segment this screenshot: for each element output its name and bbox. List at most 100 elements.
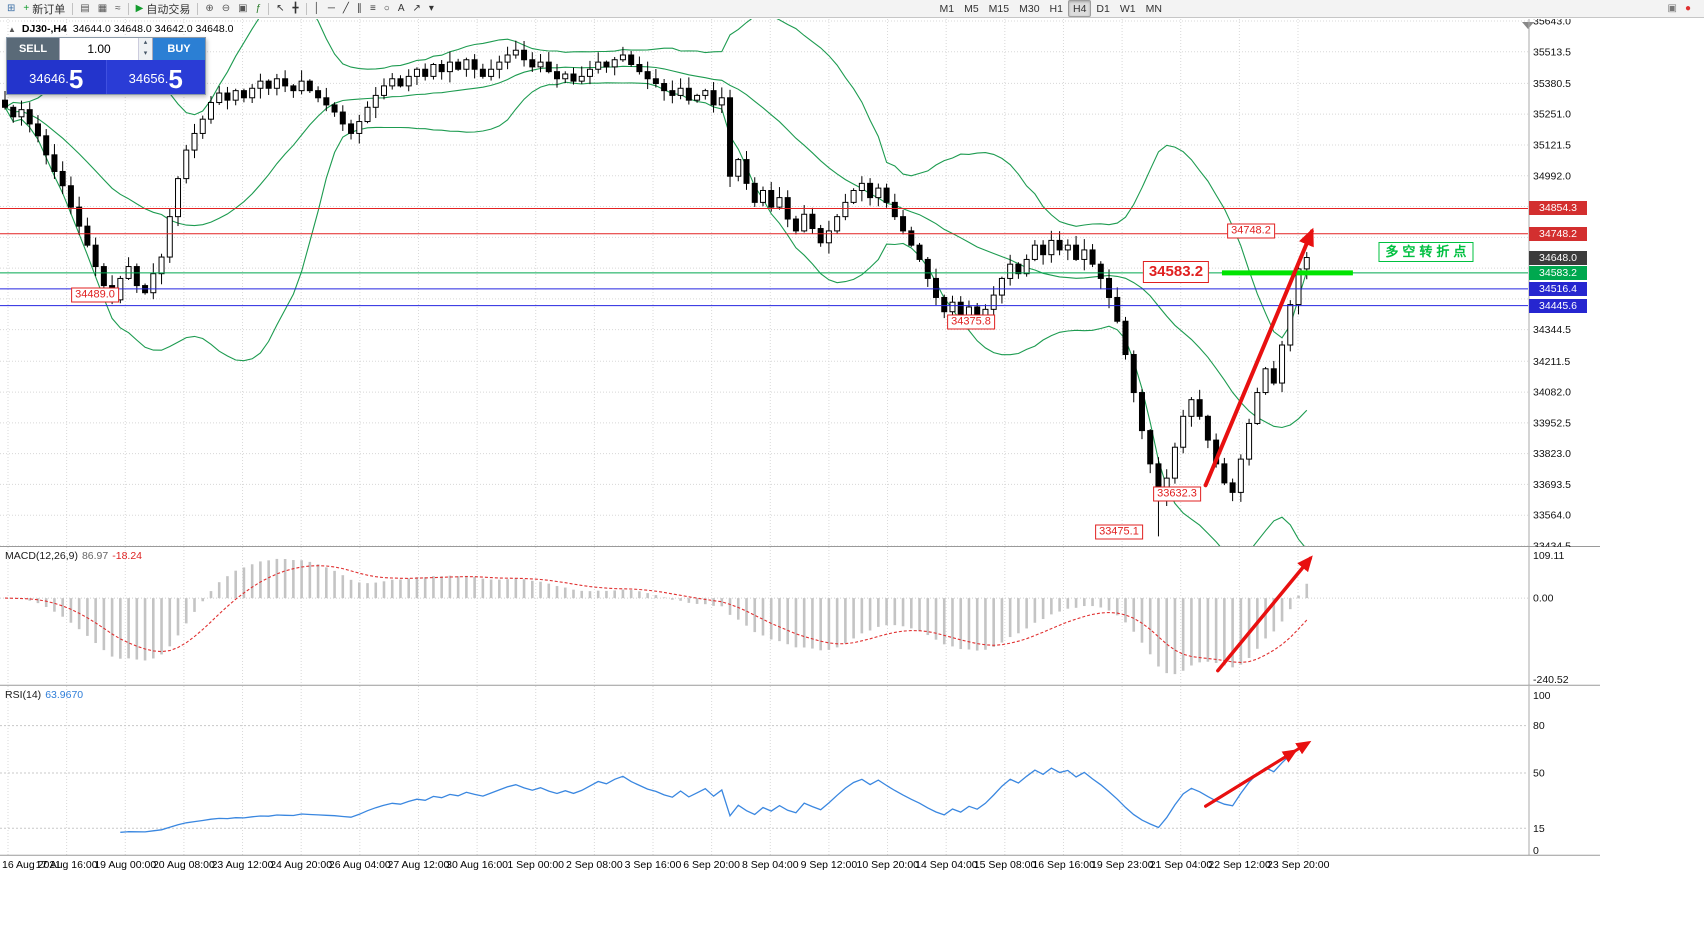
time-label: 23 Aug 12:00	[211, 859, 274, 871]
horizontal-line-button[interactable]: ─	[324, 0, 339, 17]
svg-text:0.00: 0.00	[1533, 593, 1554, 605]
text-icon: A	[397, 3, 405, 14]
ellipse-icon: ○	[383, 3, 390, 14]
price-label[interactable]: 33632.3	[1153, 486, 1201, 502]
tile-windows-button[interactable]: ▣	[234, 0, 251, 17]
colors-dropdown[interactable]: ▾	[425, 0, 438, 17]
toolbar-right-group: ▣ ●	[1664, 0, 1696, 17]
horizontal-line-icon: ─	[327, 3, 335, 14]
chart-candles-button[interactable]: ▦	[94, 0, 111, 17]
turning-point-note[interactable]: 多空转折点	[1378, 241, 1474, 262]
tf-button-D1[interactable]: D1	[1096, 2, 1110, 15]
chart-bars-icon: ▤	[80, 3, 90, 14]
new-order-button-label: 新订单	[32, 3, 66, 16]
zoom-out-button[interactable]: ⊖	[218, 0, 234, 17]
indicators-icon: ƒ	[255, 3, 262, 14]
fibonacci-button[interactable]: ≡	[366, 0, 380, 17]
tf-button-M30[interactable]: M30	[1019, 2, 1040, 15]
alerts-button[interactable]: ●	[1681, 0, 1695, 17]
price-label[interactable]: 34748.2	[1227, 223, 1275, 239]
macd-panel-canvas[interactable]: 109.11 0.00 -240.52	[0, 547, 1600, 686]
tf-button-H1[interactable]: H1	[1049, 2, 1063, 15]
price-label-large[interactable]: 34583.2	[1142, 261, 1210, 284]
timeframe-group: M1 M5 M15 M30 H1 H4 D1 W1 MN	[934, 0, 1166, 17]
time-label: 19 Sep 23:00	[1091, 859, 1154, 871]
time-label: 20 Aug 08:00	[152, 859, 215, 871]
indicators-button[interactable]: ƒ	[252, 0, 266, 17]
rsi-panel-canvas[interactable]: 100 0 80 50 15	[0, 686, 1600, 856]
svg-text:33952.5: 33952.5	[1533, 417, 1571, 429]
toolbar-left-group: ⊞ + 新订单 ▤ ▦ ≈ ▶ 自动交易 ⊕ ⊖ ▣ ƒ ↖ ╋ │ ─ ╱ ∥ ≡ ○ A ↗ ▾	[3, 0, 438, 17]
tile-windows-icon: ▣	[238, 3, 248, 14]
crosshair-icon: ╋	[292, 3, 299, 14]
rsi-value: 63.9670	[45, 689, 84, 701]
svg-text:35251.0: 35251.0	[1533, 109, 1571, 121]
text-button[interactable]: A	[394, 0, 409, 17]
time-axis[interactable]: 16 Aug 2021 17 Aug 16:00 19 Aug 00:00 20 Au…	[0, 857, 1600, 875]
volume-control: ▴ ▾	[59, 38, 153, 60]
tf-button-MN[interactable]: MN	[1145, 2, 1162, 15]
vertical-line-button[interactable]: │	[310, 0, 324, 17]
volume-input[interactable]	[60, 38, 138, 60]
svg-text:35513.5: 35513.5	[1533, 46, 1571, 58]
svg-text:109.11: 109.11	[1533, 550, 1564, 562]
main-chart-canvas[interactable]: 35643.0 35513.5 35380.5 35251.0 35121.5 34992…	[0, 19, 1600, 547]
time-label: 27 Aug 12:00	[387, 859, 450, 871]
docs-button[interactable]: ▣	[1664, 0, 1681, 17]
chart-bars-button[interactable]: ▤	[76, 0, 93, 17]
tf-button-M1[interactable]: M1	[939, 2, 955, 15]
cursor-button[interactable]: ↖	[272, 0, 288, 17]
time-label: 22 Sep 12:00	[1208, 859, 1271, 871]
tf-button-M15[interactable]: M15	[988, 2, 1010, 15]
crosshair-button[interactable]: ╋	[289, 0, 303, 17]
svg-text:33693.5: 33693.5	[1533, 479, 1571, 491]
channel-button[interactable]: ∥	[353, 0, 366, 17]
volume-down-button[interactable]: ▾	[139, 49, 152, 60]
svg-text:34211.5: 34211.5	[1533, 356, 1570, 368]
macd-main-value: 86.97	[81, 550, 109, 562]
svg-text:-240.52: -240.52	[1533, 674, 1569, 686]
toolbar-separator	[127, 2, 129, 15]
time-label: 15 Sep 08:00	[973, 859, 1037, 871]
price-label[interactable]: 34375.8	[947, 314, 995, 330]
vertical-line-icon: │	[313, 3, 320, 14]
zoom-in-icon: ⊕	[205, 3, 214, 14]
macd-label-text: MACD(12,26,9)	[5, 550, 78, 562]
buy-price-big-digit: 5	[168, 64, 183, 94]
collapse-icon[interactable]: ▲	[8, 24, 16, 34]
time-label: 3 Sep 16:00	[624, 859, 682, 871]
new-order-button[interactable]: + 新订单	[19, 0, 69, 17]
svg-text:33823.0: 33823.0	[1533, 448, 1571, 460]
tf-button-H4[interactable]: H4	[1067, 0, 1092, 17]
volume-up-button[interactable]: ▴	[139, 38, 152, 49]
sell-price-display[interactable]: 34646. 5	[7, 60, 107, 94]
svg-text:80: 80	[1533, 720, 1545, 732]
auto-trading-button[interactable]: ▶ 自动交易	[132, 0, 195, 17]
buy-price-display[interactable]: 34656. 5	[106, 60, 205, 94]
tf-button-M5[interactable]: M5	[964, 2, 979, 15]
chart-line-button[interactable]: ≈	[111, 0, 125, 17]
new-chart-button[interactable]: ⊞	[3, 0, 19, 17]
toolbar-separator	[268, 2, 270, 15]
tf-button-W1[interactable]: W1	[1119, 2, 1136, 15]
toolbar: ⊞ + 新订单 ▤ ▦ ≈ ▶ 自动交易 ⊕ ⊖ ▣ ƒ ↖ ╋ │ ─ ╱ ∥ ≡ ○ A ↗ ▾ M1 M5 M15 M30 H…	[0, 0, 1704, 18]
svg-text:100: 100	[1533, 690, 1551, 702]
time-label: 24 Aug 20:00	[270, 859, 333, 871]
sell-button[interactable]: SELL	[7, 38, 59, 60]
price-label[interactable]: 34489.0	[71, 287, 119, 303]
zoom-in-button[interactable]: ⊕	[201, 0, 217, 17]
time-label: 16 Sep 16:00	[1032, 859, 1095, 871]
time-label: 19 Aug 00:00	[94, 859, 157, 871]
arrow-tool-button[interactable]: ↗	[409, 0, 425, 17]
svg-text:35380.5: 35380.5	[1533, 78, 1571, 90]
time-label: 10 Sep 20:00	[856, 859, 920, 871]
svg-text:15: 15	[1533, 823, 1545, 835]
svg-text:33434.5: 33434.5	[1533, 541, 1571, 548]
trendline-icon: ╱	[342, 3, 349, 14]
buy-button[interactable]: BUY	[153, 38, 205, 60]
zoom-out-icon: ⊖	[221, 3, 231, 14]
trendline-button[interactable]: ╱	[339, 0, 353, 17]
price-label[interactable]: 33475.1	[1095, 524, 1143, 540]
alerts-icon: ●	[1684, 3, 1692, 14]
ellipse-button[interactable]: ○	[380, 0, 394, 17]
